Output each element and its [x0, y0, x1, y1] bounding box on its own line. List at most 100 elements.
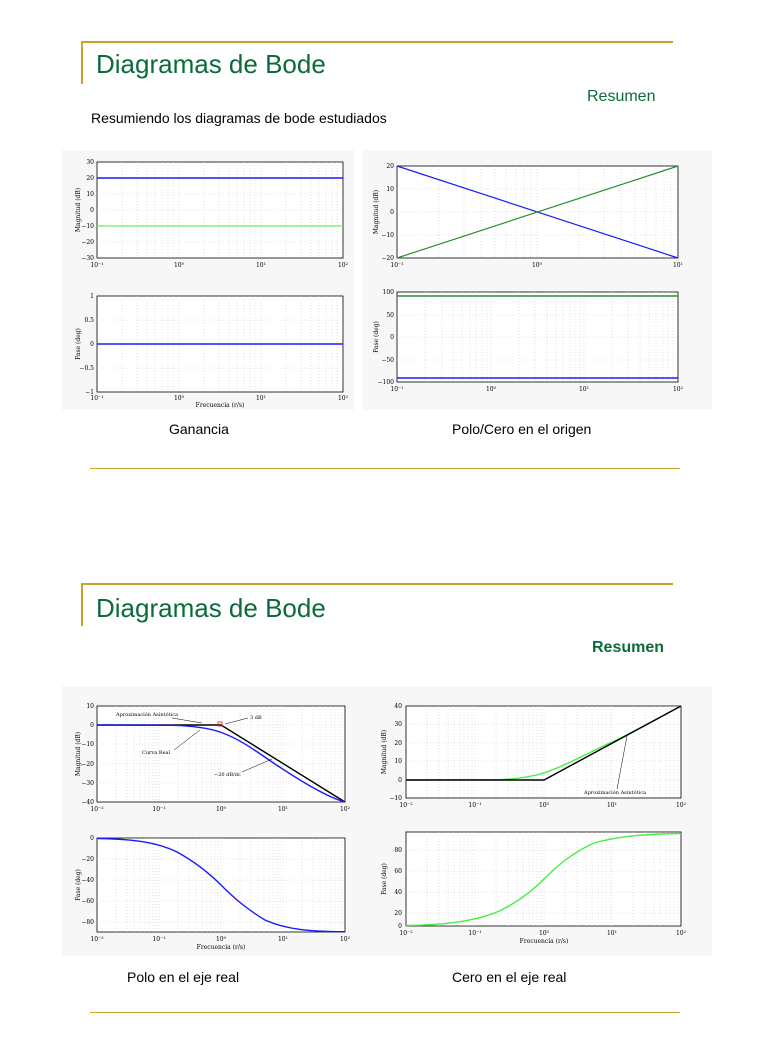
pole-figure: Aproximación Asintótica 3 dB Curva Real … [62, 686, 362, 956]
tick-label: 10⁻¹ [90, 262, 103, 269]
tick-label: 20 [386, 163, 394, 170]
annotation-asymptotic: Aproximación Asintótica [583, 789, 646, 796]
title-accent-horizontal [81, 583, 673, 585]
tick-label: 0 [90, 835, 94, 842]
tick-label: 10⁻¹ [90, 395, 103, 402]
tick-label: 0 [390, 209, 394, 216]
pole-real-curve [96, 724, 346, 803]
tick-label: 10² [676, 802, 687, 809]
tick-label: 10 [86, 703, 94, 710]
tick-label: −10 [389, 795, 402, 802]
zero-phase-curve [405, 832, 682, 927]
tick-label: 10⁻² [90, 936, 104, 943]
tick-label: −30 [81, 780, 94, 787]
tick-label: 0 [90, 341, 94, 348]
y-axis-label: Magnitud (dB) [381, 730, 388, 774]
caption-real-zero: Cero en el eje real [452, 969, 567, 985]
tick-label: 10⁰ [174, 262, 185, 269]
tick-label: 20 [86, 175, 94, 182]
tick-label: 10⁻¹ [390, 386, 403, 393]
tick-label: −20 [81, 761, 94, 768]
x-axis-label: Frecuencia (r/s) [196, 402, 245, 409]
y-axis-label: Fase (deg) [381, 863, 388, 895]
origin-magnitude-plot: 20 10 0 −10 −20 10⁻¹ 10⁰ 10¹ Magnitud (d… [373, 163, 683, 269]
tick-label: 10² [338, 395, 349, 402]
slide-subtitle: Resumen [587, 88, 656, 105]
tick-label: 30 [394, 721, 402, 728]
tick-label: −100 [378, 379, 395, 386]
tick-label: 10 [386, 186, 394, 193]
y-axis-label: Fase (deg) [75, 869, 82, 901]
tick-label: 10 [394, 758, 402, 765]
tick-label: 10⁻² [399, 802, 413, 809]
tick-label: 10⁻¹ [468, 802, 481, 809]
slide-bottom-rule [90, 468, 680, 469]
title-accent-horizontal [81, 41, 673, 43]
y-axis-label: Magnitud (dB) [75, 188, 82, 232]
tick-label: 30 [86, 159, 94, 166]
tick-label: 60 [394, 868, 402, 875]
tick-label: −20 [81, 239, 94, 246]
tick-label: −10 [81, 223, 94, 230]
tick-label: −10 [81, 741, 94, 748]
zero-magnitude-plot: Aproximación Asintótica 40 30 20 10 0 −1… [381, 703, 687, 809]
tick-label: 1 [90, 293, 94, 300]
tick-label: 10¹ [607, 802, 617, 809]
zero-asymptote-line [406, 705, 682, 781]
tick-label: 10¹ [673, 262, 683, 269]
tick-label: 80 [394, 847, 402, 854]
intro-text: Resumiendo los diagramas de bode estudia… [91, 110, 387, 126]
tick-label: 10² [676, 930, 687, 937]
tick-label: 10¹ [607, 930, 617, 937]
tick-label: 0 [390, 334, 394, 341]
tick-label: 10⁰ [174, 395, 185, 402]
tick-label: −60 [81, 898, 94, 905]
tick-label: 10⁰ [486, 386, 497, 393]
tick-label: 10⁻¹ [152, 936, 165, 943]
title-accent-vertical [81, 583, 83, 626]
pole-plots: Aproximación Asintótica 3 dB Curva Real … [75, 703, 351, 951]
tick-label: 10¹ [278, 936, 288, 943]
tick-label: 10¹ [256, 262, 266, 269]
tick-label: 10⁰ [216, 936, 227, 943]
zero-figure: Aproximación Asintótica 40 30 20 10 0 −1… [362, 686, 712, 956]
tick-label: 10¹ [579, 386, 589, 393]
gain-magnitude-plot: 30 20 10 0 −10 −20 −30 10⁻¹ 10⁰ 10¹ 10² … [75, 159, 349, 269]
caption-origin: Polo/Cero en el origen [452, 421, 592, 437]
tick-label: 10² [340, 806, 351, 813]
3db-marker [217, 721, 223, 727]
tick-label: −40 [81, 799, 94, 806]
tick-label: −0.5 [79, 365, 94, 372]
tick-label: 10⁰ [539, 802, 550, 809]
tick-label: −30 [81, 255, 94, 262]
tick-label: 40 [394, 889, 402, 896]
tick-label: 10¹ [256, 395, 266, 402]
tick-label: 0.5 [84, 317, 94, 324]
tick-label: 0 [398, 777, 402, 784]
tick-label: 10² [673, 386, 684, 393]
tick-label: 10⁻¹ [390, 262, 403, 269]
tick-label: 10⁰ [539, 930, 550, 937]
gain-plots: 30 20 10 0 −10 −20 −30 10⁻¹ 10⁰ 10¹ 10² … [75, 159, 349, 409]
tick-label: 20 [394, 910, 402, 917]
tick-label: 10² [338, 262, 349, 269]
annotation-slope: −20 dB/dc [214, 772, 241, 778]
tick-label: 10⁻² [90, 806, 104, 813]
tick-label: 0 [90, 722, 94, 729]
slide-title: Diagramas de Bode [96, 49, 326, 79]
tick-label: 10⁻¹ [468, 930, 481, 937]
tick-label: 10⁻¹ [152, 806, 165, 813]
slide-2: Diagramas de Bode Resumen Aproximación A [0, 542, 768, 1054]
tick-label: 20 [394, 740, 402, 747]
y-axis-label: Fase (deg) [75, 328, 82, 360]
zero-origin-magnitude-line [396, 165, 679, 259]
tick-label: 10⁻² [399, 930, 413, 937]
slide-1: Diagramas de Bode Resumen Resumiendo los… [0, 0, 768, 512]
tick-label: 50 [386, 312, 394, 319]
zero-phase-plot: 80 60 40 20 0 10⁻² 10⁻¹ 10⁰ 10¹ 10² Frec… [381, 831, 687, 945]
title-accent-vertical [81, 41, 83, 84]
tick-label: 10 [86, 191, 94, 198]
zero-plots: Aproximación Asintótica 40 30 20 10 0 −1… [381, 703, 687, 945]
tick-label: −80 [81, 919, 94, 926]
gain-phase-plot: 1 0.5 0 −0.5 −1 10⁻¹ 10⁰ 10¹ 10² Frecuen… [75, 293, 349, 409]
